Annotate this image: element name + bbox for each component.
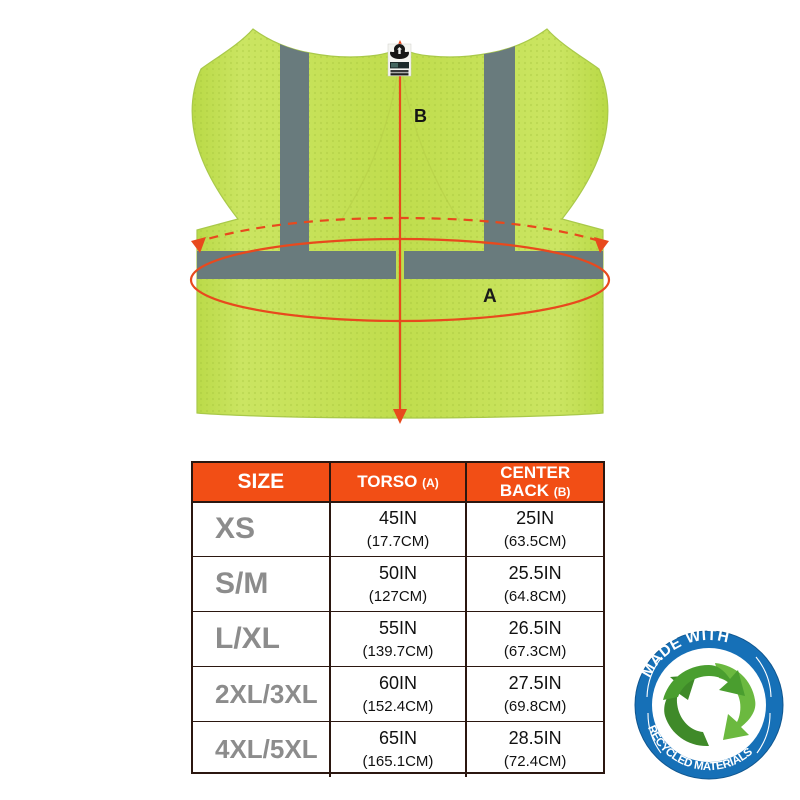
svg-text:B: B bbox=[414, 106, 427, 126]
svg-text:A: A bbox=[483, 286, 497, 307]
